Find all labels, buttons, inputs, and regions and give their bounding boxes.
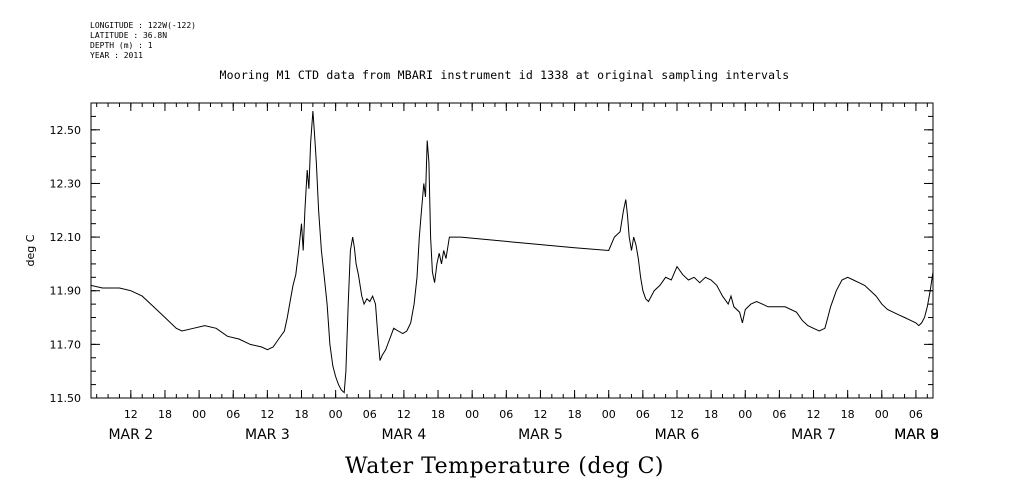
y-tick-label: 11.90 — [50, 285, 82, 298]
x-date-label: MAR 4 — [382, 427, 427, 443]
x-hour-tick-label: 06 — [772, 408, 786, 421]
y-tick-label: 11.70 — [50, 338, 82, 351]
x-date-label: MAR 8 — [894, 427, 939, 443]
y-tick-label: 11.50 — [50, 392, 82, 405]
x-hour-tick-label: 18 — [568, 408, 582, 421]
x-hour-tick-label: 06 — [636, 408, 650, 421]
x-date-label: MAR 5 — [518, 427, 563, 443]
x-hour-tick-label: 06 — [499, 408, 513, 421]
x-date-label: MAR 9 — [894, 427, 939, 443]
y-tick-label: 12.30 — [50, 177, 82, 190]
x-date-label: MAR 3 — [245, 427, 290, 443]
x-hour-tick-label: 00 — [738, 408, 752, 421]
y-tick-label: 12.50 — [50, 124, 82, 137]
plot-frame — [90, 102, 934, 399]
series-line-water-temperature — [91, 110, 933, 394]
x-hour-tick-label: 12 — [533, 408, 547, 421]
x-date-label: MAR 7 — [791, 427, 836, 443]
metadata-block: LONGITUDE : 122W(-122) LATITUDE : 36.8N DE… — [90, 21, 196, 61]
y-tick-label: 12.10 — [50, 231, 82, 244]
x-date-label: MAR 2 — [108, 427, 153, 443]
x-hour-tick-label: 06 — [363, 408, 377, 421]
metadata-line: LONGITUDE : 122W(-122) — [90, 21, 196, 30]
x-hour-tick-label: 12 — [397, 408, 411, 421]
x-hour-tick-label: 18 — [431, 408, 445, 421]
x-hour-tick-label: 18 — [841, 408, 855, 421]
x-hour-tick-label: 18 — [295, 408, 309, 421]
x-hour-tick-label: 12 — [807, 408, 821, 421]
x-hour-tick-label: 00 — [192, 408, 206, 421]
x-hour-tick-label: 18 — [704, 408, 718, 421]
x-axis-title: Water Temperature (deg C) — [345, 454, 664, 479]
x-hour-tick-label: 00 — [329, 408, 343, 421]
chart-title: Mooring M1 CTD data from MBARI instrumen… — [219, 68, 790, 82]
x-hour-tick-label: 00 — [875, 408, 889, 421]
x-date-label: MAR 6 — [655, 427, 700, 443]
x-hour-tick-label: 00 — [602, 408, 616, 421]
metadata-line: DEPTH (m) : 1 — [90, 41, 153, 50]
x-hour-tick-label: 12 — [260, 408, 274, 421]
metadata-line: LATITUDE : 36.8N — [90, 31, 168, 40]
x-hour-tick-label: 06 — [226, 408, 240, 421]
y-axis-label: deg C — [24, 234, 37, 266]
x-hour-tick-label: 12 — [124, 408, 138, 421]
metadata-line: YEAR : 2011 — [90, 51, 143, 60]
x-hour-tick-label: 18 — [158, 408, 172, 421]
x-hour-tick-label: 12 — [670, 408, 684, 421]
x-hour-tick-label: 00 — [465, 408, 479, 421]
x-hour-tick-label: 06 — [909, 408, 923, 421]
